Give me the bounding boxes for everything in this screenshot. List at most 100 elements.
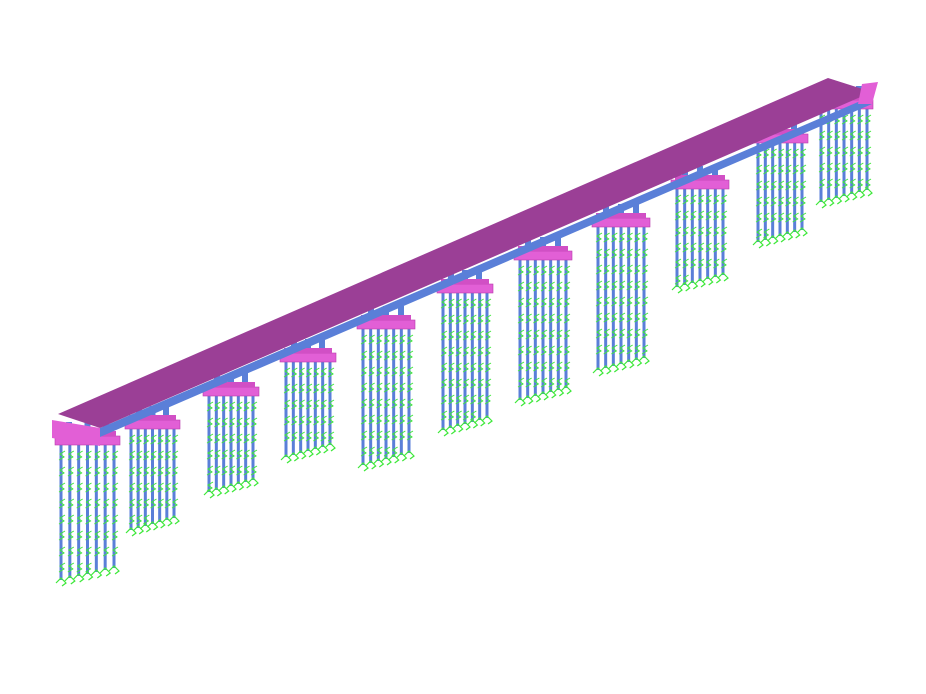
spring <box>157 434 164 445</box>
column <box>448 270 454 284</box>
spring <box>221 401 228 412</box>
spring <box>548 265 555 276</box>
pier <box>124 406 181 537</box>
support <box>108 565 120 575</box>
spring <box>634 296 641 307</box>
spring <box>221 417 228 428</box>
spring <box>618 344 626 355</box>
spring <box>298 383 305 394</box>
spring <box>214 433 221 444</box>
spring <box>360 430 368 441</box>
spring <box>864 130 872 141</box>
spring <box>477 346 484 357</box>
spring <box>603 280 610 291</box>
spring <box>214 449 221 460</box>
support <box>247 477 259 487</box>
spring <box>618 328 626 339</box>
spring <box>236 433 243 444</box>
spring <box>305 431 313 442</box>
spring <box>841 178 849 189</box>
spring <box>548 345 555 356</box>
spring <box>618 296 626 307</box>
spring <box>763 148 770 159</box>
spring <box>697 194 705 205</box>
spring <box>67 546 75 557</box>
support <box>861 187 873 197</box>
spring <box>383 446 391 457</box>
deck-side <box>100 96 872 437</box>
spring <box>603 344 610 355</box>
spring <box>777 164 785 175</box>
spring <box>641 264 649 275</box>
spring <box>320 431 327 442</box>
support <box>73 573 85 583</box>
spring <box>634 280 641 291</box>
spring <box>770 164 777 175</box>
spring <box>533 329 540 340</box>
spring <box>611 312 618 323</box>
spring <box>76 466 83 477</box>
spring <box>770 196 777 207</box>
spring <box>376 430 383 441</box>
spring <box>440 314 448 325</box>
spring <box>448 394 455 405</box>
spring <box>864 114 872 125</box>
spring <box>705 242 712 253</box>
column <box>242 373 248 387</box>
spring <box>320 367 327 378</box>
spring <box>221 433 228 444</box>
spring <box>250 417 258 428</box>
spring <box>111 546 119 557</box>
spring <box>857 130 864 141</box>
spring <box>455 314 462 325</box>
spring <box>477 378 484 389</box>
spring <box>76 450 83 461</box>
spring <box>484 314 492 325</box>
pier-cap-top <box>207 382 255 387</box>
spring <box>548 313 555 324</box>
spring <box>563 313 571 324</box>
spring <box>228 433 236 444</box>
spring <box>834 178 841 189</box>
spring <box>556 265 563 276</box>
spring <box>85 546 92 557</box>
spring <box>360 366 368 377</box>
spring <box>674 258 682 269</box>
spring <box>618 264 626 275</box>
spring <box>455 346 462 357</box>
spring <box>626 280 633 291</box>
spring <box>111 514 119 525</box>
spring <box>713 258 720 269</box>
spring <box>228 401 236 412</box>
spring <box>455 330 462 341</box>
spring <box>283 367 291 378</box>
spring <box>517 265 525 276</box>
spring <box>540 313 548 324</box>
spring <box>517 361 525 372</box>
spring <box>484 330 492 341</box>
spring <box>228 465 236 476</box>
spring <box>470 330 477 341</box>
spring <box>603 296 610 307</box>
spring <box>58 546 66 557</box>
spring <box>291 383 298 394</box>
spring <box>556 297 563 308</box>
spring <box>368 430 375 441</box>
spring <box>327 431 335 442</box>
spring <box>76 514 83 525</box>
spring <box>755 180 763 191</box>
spring <box>611 328 618 339</box>
spring <box>556 345 563 356</box>
spring <box>548 377 555 388</box>
spring <box>236 465 243 476</box>
spring <box>533 313 540 324</box>
spring <box>462 394 470 405</box>
spring <box>618 232 626 243</box>
spring <box>770 180 777 191</box>
spring <box>291 399 298 410</box>
spring <box>448 362 455 373</box>
spring <box>102 482 110 493</box>
spring <box>236 401 243 412</box>
spring <box>841 130 849 141</box>
spring <box>484 362 492 373</box>
